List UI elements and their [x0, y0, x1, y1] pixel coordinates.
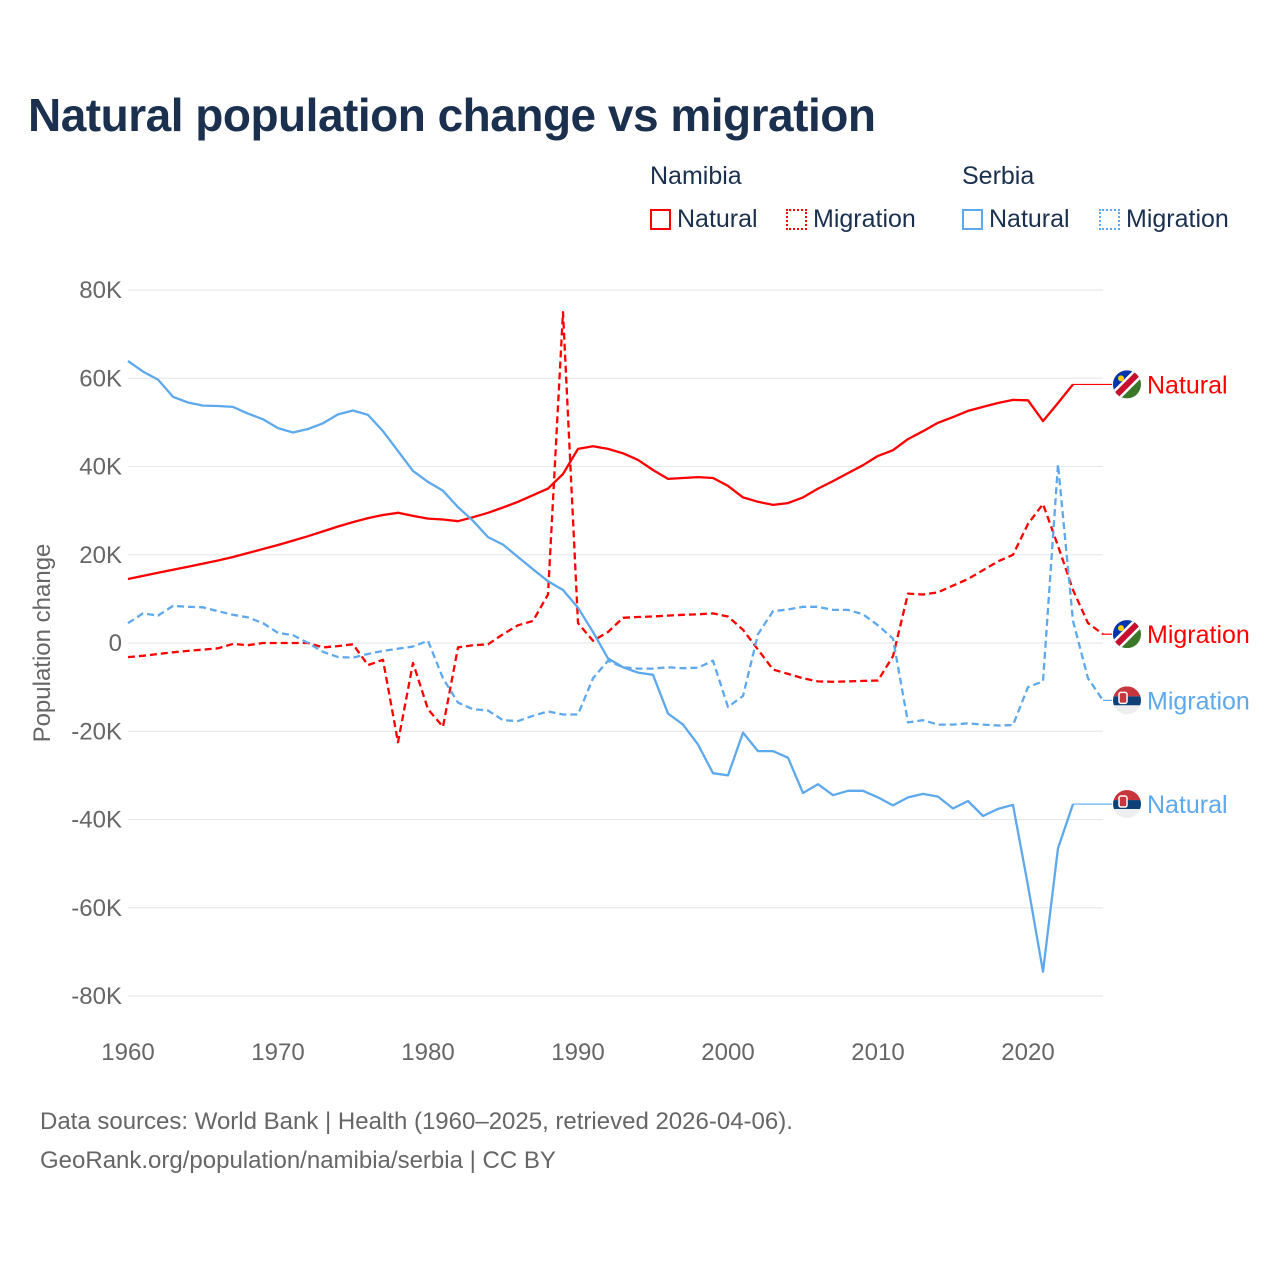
legend-label: Natural	[989, 205, 1070, 233]
legend-label: Natural	[677, 205, 758, 233]
legend-namibia-natural[interactable]: Natural	[650, 205, 758, 234]
y-tick-label: -40K	[71, 807, 122, 834]
series-end-label: Natural	[1147, 791, 1228, 819]
footer-sources: Data sources: World Bank | Health (1960–…	[40, 1108, 793, 1135]
x-tick-label: 2010	[851, 1039, 904, 1066]
legend-serbia-heading: Serbia	[962, 162, 1035, 190]
legend-label: Migration	[1126, 205, 1229, 233]
y-tick-label: 0	[109, 630, 122, 657]
y-tick-label: 40K	[79, 454, 122, 481]
series-end-label: Migration	[1147, 687, 1250, 715]
legend-namibia-heading: Namibia	[650, 162, 742, 190]
namibia-flag-icon	[1113, 370, 1141, 399]
y-tick-label: -60K	[71, 895, 122, 922]
legend-swatch-solid	[962, 209, 983, 230]
serbia-natural-line	[127, 360, 1075, 973]
y-tick-label: -20K	[71, 718, 122, 745]
y-tick-label: -80K	[71, 983, 122, 1010]
serbia-flag-icon	[1113, 686, 1141, 715]
namibia-flag-icon	[1113, 620, 1141, 649]
footer-link[interactable]: GeoRank.org/population/namibia/serbia | …	[40, 1147, 556, 1174]
namibia-natural-line	[127, 383, 1074, 581]
x-tick-label: 2020	[1001, 1039, 1054, 1066]
y-tick-label: 60K	[79, 365, 122, 392]
legend-serbia-migration[interactable]: Migration	[1099, 205, 1229, 234]
x-tick-label: 1980	[401, 1039, 454, 1066]
y-tick-label: 80K	[79, 277, 122, 304]
y-tick-label: 20K	[79, 542, 122, 569]
namibia-migration-line	[127, 310, 1104, 744]
x-tick-label: 1970	[251, 1039, 304, 1066]
x-tick-label: 2000	[701, 1039, 754, 1066]
legend-swatch-solid	[650, 209, 671, 230]
legend-namibia-migration[interactable]: Migration	[786, 205, 916, 234]
legend-label: Migration	[813, 205, 916, 233]
legend-swatch-dotted	[1099, 209, 1120, 230]
series-end-label: Migration	[1147, 621, 1250, 649]
legend-serbia-natural[interactable]: Natural	[962, 205, 1070, 234]
x-tick-label: 1960	[101, 1039, 154, 1066]
serbia-flag-icon	[1113, 790, 1141, 819]
y-axis-title: Population change	[29, 544, 56, 743]
serbia-migration-line	[127, 463, 1104, 727]
legend-swatch-dotted	[786, 209, 807, 230]
chart-title: Natural population change vs migration	[28, 89, 876, 141]
series-end-label: Natural	[1147, 371, 1228, 399]
x-tick-label: 1990	[551, 1039, 604, 1066]
